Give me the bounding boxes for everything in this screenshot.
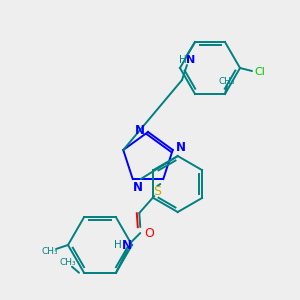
Text: Cl: Cl — [255, 67, 266, 77]
Text: H: H — [179, 55, 187, 65]
Text: N: N — [186, 55, 196, 65]
Text: CH₃: CH₃ — [219, 77, 235, 86]
Text: O: O — [144, 226, 154, 239]
Text: CH₃: CH₃ — [60, 258, 76, 267]
Text: N: N — [176, 142, 186, 154]
Text: N: N — [133, 181, 143, 194]
Text: H: H — [114, 240, 122, 250]
Text: CH₃: CH₃ — [42, 247, 58, 256]
Text: N: N — [122, 238, 132, 251]
Text: S: S — [153, 184, 161, 197]
Text: N: N — [135, 124, 145, 136]
